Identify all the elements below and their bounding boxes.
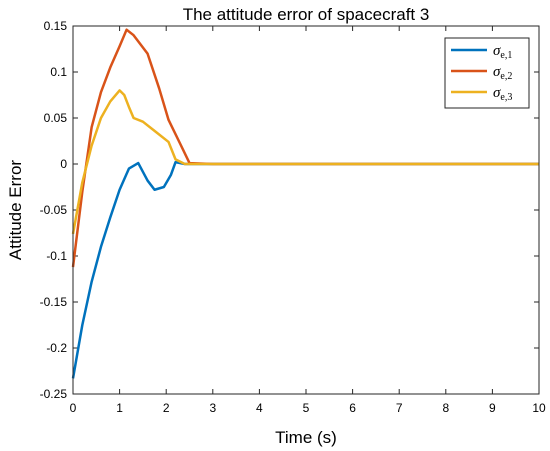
series-lines <box>71 28 540 379</box>
x-tick-label: 4 <box>256 401 263 415</box>
x-tick-label: 9 <box>489 401 496 415</box>
legend-label-2: σe,2 <box>493 64 512 82</box>
legend-symbol: σ <box>493 64 501 80</box>
x-tick-label: 6 <box>349 401 356 415</box>
legend-label-3: σe,3 <box>493 85 512 103</box>
chart-title: The attitude error of spacecraft 3 <box>183 5 430 24</box>
y-tick-label: -0.1 <box>46 249 67 263</box>
x-tick-label: 2 <box>163 401 170 415</box>
y-tick-label: -0.15 <box>40 295 68 309</box>
y-tick-label: -0.25 <box>40 387 68 401</box>
x-tick-label: 5 <box>303 401 310 415</box>
legend-box <box>444 37 530 109</box>
x-tick-label: 7 <box>396 401 403 415</box>
y-tick-label: -0.2 <box>46 341 67 355</box>
plot-frame <box>72 25 540 395</box>
legend-label-1: σe,1 <box>493 43 512 61</box>
legend-subscript: e,1 <box>500 50 512 61</box>
legend: σe,1σe,2σe,3 <box>444 37 530 109</box>
series-3-line <box>71 89 539 235</box>
x-tick-label: 0 <box>70 401 77 415</box>
x-tick-label: 3 <box>209 401 216 415</box>
axis-ticks: 0 1 2 3 4 5 6 7 8 9 10 -0.25 -0.2 -0.15 -0.1 -0.05 0 0.05… <box>40 19 546 415</box>
y-tick-label: 0.1 <box>50 65 67 79</box>
legend-symbol: σ <box>493 43 501 59</box>
x-tick-label: 10 <box>532 401 546 415</box>
legend-subscript: e,3 <box>500 92 512 103</box>
y-tick-label: 0.05 <box>44 111 68 125</box>
x-axis-label: Time (s) <box>275 428 337 447</box>
y-tick-label: -0.05 <box>40 203 68 217</box>
x-tick-label: 1 <box>116 401 123 415</box>
y-axis-label: Attitude Error <box>6 160 25 260</box>
legend-subscript: e,2 <box>500 71 512 82</box>
y-tick-label: 0.15 <box>44 19 68 33</box>
x-tick-label: 8 <box>442 401 449 415</box>
legend-symbol: σ <box>493 85 501 101</box>
y-tick-label: 0 <box>60 157 67 171</box>
